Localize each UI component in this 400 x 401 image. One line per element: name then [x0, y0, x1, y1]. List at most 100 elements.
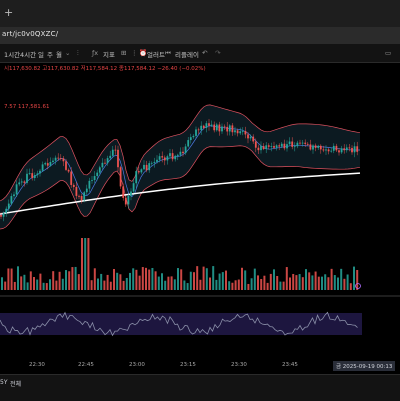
- ma-long: [0, 172, 361, 215]
- volume-bar: [330, 268, 333, 290]
- candle-body: [218, 124, 221, 132]
- interval-month-button[interactable]: 월: [56, 51, 62, 59]
- volume-bar: [343, 278, 346, 290]
- volume-bar: [74, 266, 77, 290]
- candle-body: [13, 194, 15, 197]
- indicator-legend: 7.57 117,581.61: [4, 104, 50, 110]
- candle-body: [111, 149, 114, 156]
- candle-body: [171, 153, 174, 160]
- layout-grid-icon[interactable]: ▭: [385, 49, 392, 57]
- indicators-button[interactable]: 지표: [103, 51, 115, 59]
- indicators-icon[interactable]: ƒx: [92, 49, 99, 57]
- volume-bar: [346, 274, 349, 290]
- volume-bar: [148, 269, 151, 290]
- volume-bar: [138, 275, 141, 290]
- candle-body: [293, 146, 296, 148]
- candle-body: [189, 137, 192, 141]
- volume-bar: [337, 277, 339, 290]
- interval-week-button[interactable]: 주: [47, 51, 53, 59]
- range-all-button[interactable]: 전체: [10, 381, 22, 388]
- volume-bar: [196, 266, 199, 290]
- volume-bar: [129, 272, 131, 290]
- replay-icon[interactable]: ⏮: [165, 49, 171, 57]
- price-chart[interactable]: [0, 62, 400, 400]
- address-bar[interactable]: art/jc0v0QXZC/: [0, 27, 400, 44]
- volume-bar: [58, 271, 61, 290]
- candle-type-icon[interactable]: ⫶: [77, 49, 79, 57]
- candle-body: [148, 163, 151, 171]
- candle-body: [44, 163, 47, 165]
- volume-bar: [103, 280, 106, 290]
- new-tab-button[interactable]: +: [4, 6, 14, 19]
- volume-bar: [167, 276, 170, 290]
- volume-bar: [205, 268, 208, 290]
- volume-bar: [154, 271, 157, 290]
- candle-body: [304, 142, 307, 144]
- volume-bar: [125, 277, 128, 290]
- volume-bar: [61, 278, 64, 290]
- candle-body: [332, 145, 335, 151]
- volume-bar: [45, 283, 48, 290]
- volume-bar: [189, 271, 192, 290]
- url-text[interactable]: art/jc0v0QXZC/: [2, 30, 59, 38]
- volume-marker-icon: [355, 283, 361, 289]
- current-time-badge: 금 2025-09-19 00:13: [333, 361, 396, 371]
- candle-body: [213, 124, 216, 131]
- candle-body: [200, 125, 203, 131]
- volume-bar: [263, 275, 266, 290]
- candle-body: [234, 130, 236, 133]
- interval-4h-button[interactable]: 4시간: [20, 51, 37, 59]
- interval-day-button[interactable]: 일: [38, 51, 44, 59]
- range-5y-button[interactable]: 5Y: [0, 379, 8, 386]
- ohlc-legend: 시117,630.82 고117,630.82 저117,584.12 종117…: [4, 64, 206, 72]
- undo-icon[interactable]: ↶: [202, 49, 208, 57]
- candle-body: [280, 143, 283, 147]
- volume-bar: [173, 279, 176, 290]
- chart-toolbar: 1시간 4시간 일 주 월 ⌄ ⫶ ƒx 지표 ⊞ ⋮ ⏰ 얼러트 ⏮ 리플레이…: [0, 44, 400, 63]
- candle-body: [273, 146, 275, 148]
- candle-body: [296, 142, 299, 147]
- volume-bars: [1, 238, 359, 290]
- candle-body: [109, 155, 112, 159]
- candle-body: [278, 145, 281, 147]
- layout-icon[interactable]: ⋮: [131, 49, 138, 57]
- oscillator-line: [0, 311, 358, 337]
- candle-body: [286, 144, 288, 149]
- volume-bar: [90, 280, 93, 290]
- volume-bar: [311, 275, 314, 290]
- candle-body: [0, 215, 2, 217]
- volume-bar: [253, 268, 256, 290]
- templates-icon[interactable]: ⊞: [121, 49, 127, 57]
- volume-bar: [132, 268, 135, 290]
- alert-clock-icon[interactable]: ⏰: [139, 49, 148, 57]
- replay-button[interactable]: 리플레이: [175, 51, 199, 59]
- volume-bar: [298, 274, 301, 290]
- candle-body: [127, 195, 130, 205]
- candle-body: [327, 149, 330, 152]
- volume-bar: [151, 267, 154, 290]
- candle-body: [195, 129, 197, 136]
- candle-body: [10, 196, 13, 204]
- volume-bar: [84, 238, 87, 290]
- volume-bar: [65, 270, 67, 290]
- alert-button[interactable]: 얼러트: [147, 51, 165, 59]
- redo-icon[interactable]: ↷: [215, 49, 221, 57]
- candle-body: [174, 155, 177, 160]
- volume-bar: [266, 282, 269, 290]
- interval-1h-button[interactable]: 1시간: [4, 51, 21, 59]
- volume-bar: [68, 271, 71, 290]
- candle-body: [309, 144, 312, 150]
- candle-body: [319, 145, 322, 150]
- volume-bar: [202, 266, 205, 290]
- candle-body: [343, 148, 346, 151]
- x-tick: 23:00: [129, 362, 145, 368]
- volume-bar: [317, 276, 320, 290]
- candle-body: [163, 157, 166, 161]
- candles: [0, 118, 359, 222]
- candle-body: [257, 147, 260, 151]
- candle-body: [356, 146, 359, 152]
- volume-bar: [327, 277, 330, 290]
- candle-body: [335, 145, 338, 151]
- volume-bar: [324, 274, 327, 290]
- chevron-down-icon[interactable]: ⌄: [65, 49, 71, 57]
